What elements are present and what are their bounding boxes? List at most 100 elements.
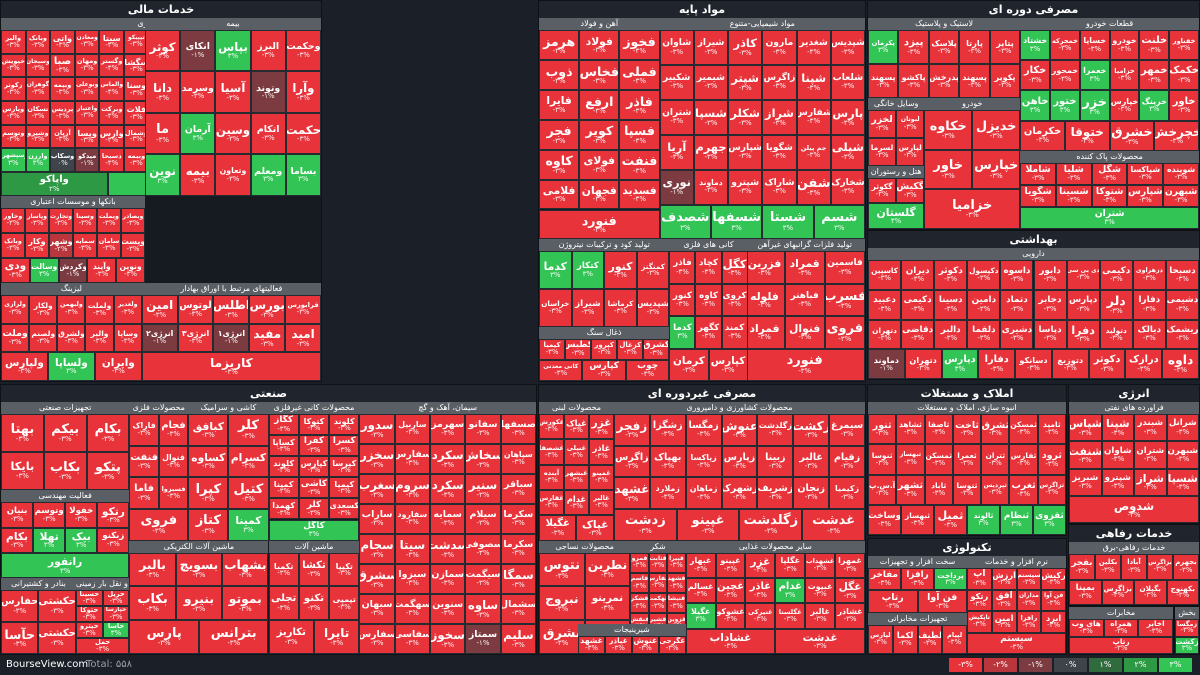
stock-tile[interactable]: وبیمه -۳% xyxy=(50,77,75,102)
stock-tile[interactable]: پسهند -۳% xyxy=(959,64,990,99)
stock-tile[interactable]: امین -۳% xyxy=(991,611,1017,633)
stock-tile[interactable]: بایکا -۳% xyxy=(1,452,44,491)
stock-tile[interactable]: ساربیل -۳% xyxy=(394,414,431,444)
stock-tile[interactable]: سامان -۳% xyxy=(97,232,121,258)
stock-tile[interactable]: دتهران -۳% xyxy=(904,349,942,379)
stock-tile[interactable]: قفارس-۳% xyxy=(648,572,668,594)
stock-tile[interactable]: وسبحان -۳% xyxy=(25,53,51,78)
stock-tile[interactable]: سدور -۳% xyxy=(359,414,395,444)
stock-tile[interactable]: ومعلم ۳% xyxy=(250,154,286,196)
stock-tile[interactable]: وبانک -۳% xyxy=(25,30,51,54)
stock-tile[interactable]: زبکنو -۳% xyxy=(97,527,130,553)
stock-tile[interactable]: کلر -۳% xyxy=(298,498,330,520)
stock-tile[interactable]: کپارس -۳% xyxy=(582,359,626,381)
stock-tile[interactable]: بکاب -۳% xyxy=(43,452,87,491)
stock-tile[interactable]: شیراز -۳% xyxy=(571,288,605,327)
stock-tile[interactable]: زاگرس -۳% xyxy=(762,64,797,100)
stock-tile[interactable]: خپویش -۳% xyxy=(1,53,26,78)
stock-tile[interactable]: خمحرکه -۳% xyxy=(1050,30,1080,61)
stock-tile[interactable]: کساپا -۳% xyxy=(268,435,299,457)
stock-tile[interactable]: وملت-۳% xyxy=(1,323,30,353)
stock-tile[interactable]: آریا -۳% xyxy=(659,134,694,170)
stock-tile[interactable]: کرمان -۳% xyxy=(669,348,709,381)
stock-tile[interactable]: لسرما -۳% xyxy=(868,137,897,166)
stock-tile[interactable]: غبهار -۳% xyxy=(685,552,716,578)
stock-tile[interactable]: شسپا -۳% xyxy=(693,99,729,135)
stock-tile[interactable]: شوینده -۳% xyxy=(1163,162,1199,185)
stock-tile[interactable]: بپاس ۳% xyxy=(215,30,251,72)
stock-tile[interactable]: خراسان -۳% xyxy=(539,288,572,327)
stock-tile[interactable]: وبانک -۳% xyxy=(1,232,25,258)
stock-tile[interactable]: کیمیا -۳% xyxy=(539,338,566,360)
stock-tile[interactable]: قشهد -۳% xyxy=(667,572,686,594)
stock-tile[interactable]: حمل -۳% xyxy=(75,638,130,654)
stock-tile[interactable]: شپنا -۳% xyxy=(796,64,831,100)
stock-tile[interactable]: دامین -۳% xyxy=(967,289,1001,320)
stock-tile[interactable]: خمحور -۳% xyxy=(1050,60,1080,91)
stock-tile[interactable]: غالبر -۳% xyxy=(588,489,614,516)
stock-tile[interactable]: بهپاک -۳% xyxy=(649,445,686,478)
stock-tile[interactable]: ثاخت -۳% xyxy=(952,414,982,445)
stock-tile[interactable]: فاسمین -۳% xyxy=(824,251,865,284)
stock-tile[interactable]: کدما ۳% xyxy=(539,251,572,289)
stock-tile[interactable]: آریان -۳% xyxy=(50,124,75,149)
stock-tile[interactable]: خرینگ ۳% xyxy=(1139,90,1170,121)
stock-tile[interactable]: فزرین -۳% xyxy=(744,251,785,284)
stock-tile[interactable]: عنوش -۳% xyxy=(721,414,758,446)
stock-tile[interactable]: شدوص -۳% xyxy=(1069,495,1199,523)
stock-tile[interactable]: فسپا -۳% xyxy=(619,119,660,150)
stock-tile[interactable]: ولرازی -۳% xyxy=(1,294,30,324)
stock-tile[interactable]: انکای -۱% xyxy=(180,30,216,72)
stock-tile[interactable]: داسوه -۳% xyxy=(1000,260,1034,290)
stock-tile[interactable]: والبر -۳% xyxy=(1,30,26,54)
stock-tile[interactable]: غاذر -۳% xyxy=(588,439,614,465)
stock-tile[interactable]: غسالم -۳% xyxy=(685,577,716,604)
stock-tile[interactable]: وسکاب ۰% xyxy=(50,148,75,173)
stock-tile[interactable]: دلر -۳% xyxy=(1099,289,1133,320)
stock-tile[interactable]: پرداخت ۳% xyxy=(934,568,967,591)
stock-tile[interactable]: شفارس -۳% xyxy=(796,99,831,135)
stock-tile[interactable]: زمگسا -۳% xyxy=(685,414,722,446)
stock-tile[interactable]: حاسا ۳% xyxy=(102,622,130,639)
stock-tile[interactable]: اتکام -۳% xyxy=(250,112,286,155)
stock-tile[interactable]: بیک ۳% xyxy=(65,527,98,553)
stock-tile[interactable]: دماوند -۱% xyxy=(868,349,905,379)
stock-tile[interactable]: پلاسک -۳% xyxy=(928,30,960,65)
stock-tile[interactable]: فایرا -۳% xyxy=(539,89,580,120)
stock-tile[interactable]: زکوثر -۳% xyxy=(1,77,26,102)
stock-tile[interactable]: شتران ۳% xyxy=(1020,206,1199,229)
stock-tile[interactable]: سفارس-۳% xyxy=(394,444,431,474)
stock-tile[interactable]: شپارس -۳% xyxy=(728,134,763,170)
stock-tile[interactable]: نوین ۳% xyxy=(145,154,181,196)
stock-tile[interactable]: ثنور -۳% xyxy=(868,414,897,445)
stock-tile[interactable]: دسانکو -۳% xyxy=(1015,349,1052,379)
stock-tile[interactable]: زکشت ۳% xyxy=(1175,636,1199,654)
stock-tile[interactable]: آرمان ۳% xyxy=(180,112,216,155)
stock-tile[interactable]: سلیم -۳% xyxy=(500,624,536,654)
stock-tile[interactable]: بفجر -۳% xyxy=(1069,554,1095,580)
stock-tile[interactable]: رتکو -۳% xyxy=(967,589,992,611)
stock-tile[interactable]: انرژی۱ -۱% xyxy=(213,323,250,353)
stock-tile[interactable]: ثمسکن -۳% xyxy=(1009,414,1038,445)
stock-tile[interactable]: کطبس-۳% xyxy=(565,338,592,360)
stock-tile[interactable]: غگلستا -۳% xyxy=(775,603,806,629)
stock-tile[interactable]: شاراک -۳% xyxy=(762,169,797,205)
stock-tile[interactable]: فجام -۳% xyxy=(158,414,189,446)
stock-tile[interactable]: زکشت -۳% xyxy=(793,414,830,446)
stock-tile[interactable]: رکیش -۳% xyxy=(1041,568,1066,590)
stock-tile[interactable]: سشرق-۳% xyxy=(359,564,395,594)
stock-tile[interactable]: حسینا -۳% xyxy=(75,590,103,607)
stock-tile[interactable]: شسفها ۳% xyxy=(710,204,763,240)
stock-tile[interactable]: دیران -۳% xyxy=(901,260,935,290)
stock-tile[interactable]: انرژی۲ -۱% xyxy=(141,323,178,353)
stock-tile[interactable]: سروم -۳% xyxy=(394,474,431,504)
stock-tile[interactable]: دشیری -۳% xyxy=(1000,319,1034,350)
stock-tile[interactable]: سکرما -۳% xyxy=(500,504,536,534)
stock-tile[interactable]: وارزن ۳% xyxy=(25,148,51,173)
stock-tile[interactable]: خدیزل -۳% xyxy=(972,110,1021,150)
stock-tile[interactable]: دقاضی -۳% xyxy=(901,319,935,350)
stock-tile[interactable]: غبیوت -۳% xyxy=(805,577,836,604)
stock-tile[interactable]: وپسا -۳% xyxy=(74,124,100,149)
stock-tile[interactable]: واتی -۳% xyxy=(50,30,75,54)
stock-tile[interactable]: خعمرا ۳% xyxy=(1079,60,1110,91)
